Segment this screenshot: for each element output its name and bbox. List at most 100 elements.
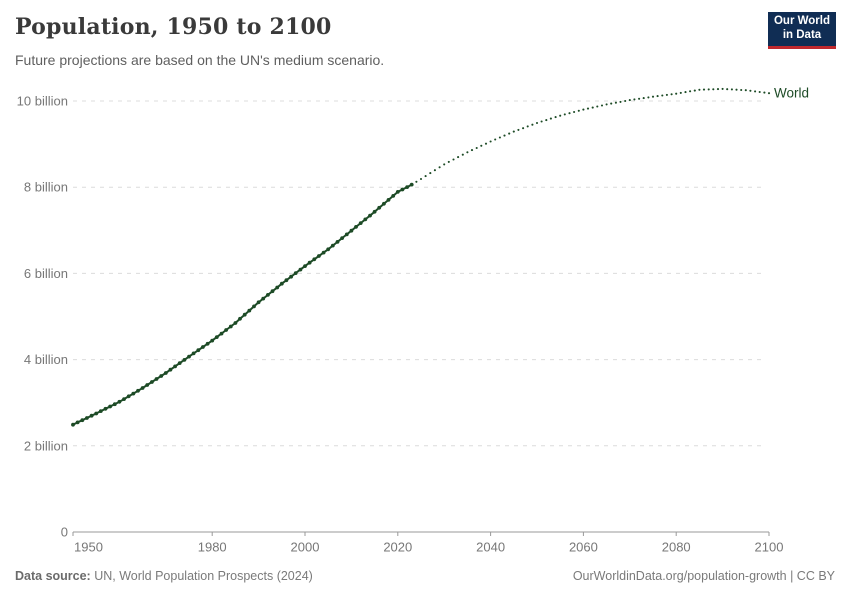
series-projection-point[interactable]: [522, 127, 525, 130]
series-point[interactable]: [154, 377, 159, 381]
series-point[interactable]: [312, 257, 317, 262]
series-projection-point[interactable]: [647, 96, 650, 99]
series-point[interactable]: [150, 380, 154, 384]
series-projection-point[interactable]: [633, 98, 636, 101]
series-point[interactable]: [126, 394, 131, 399]
series-point[interactable]: [224, 328, 229, 332]
series-projection-point[interactable]: [730, 88, 733, 91]
series-projection-point[interactable]: [670, 93, 673, 96]
series-projection-point[interactable]: [702, 88, 706, 91]
series-point[interactable]: [284, 278, 289, 283]
series-point[interactable]: [372, 209, 377, 214]
series-point[interactable]: [349, 228, 354, 233]
series-projection-point[interactable]: [475, 146, 478, 150]
series-point[interactable]: [219, 331, 224, 336]
series-projection-point[interactable]: [656, 95, 659, 98]
series-point[interactable]: [405, 185, 409, 190]
series-projection-point[interactable]: [721, 87, 724, 90]
series-projection-point[interactable]: [503, 134, 506, 137]
series-point[interactable]: [252, 304, 256, 309]
series-projection-point[interactable]: [661, 94, 664, 97]
series-point[interactable]: [326, 247, 331, 252]
series-projection-point[interactable]: [758, 90, 761, 94]
series-point[interactable]: [354, 225, 358, 229]
series-projection-point[interactable]: [577, 109, 580, 112]
series-projection-point[interactable]: [461, 153, 464, 156]
series-projection-point[interactable]: [568, 112, 571, 115]
series-projection-point[interactable]: [614, 101, 617, 104]
series-projection-point[interactable]: [508, 132, 511, 135]
series-projection-point[interactable]: [638, 97, 641, 100]
series-point[interactable]: [279, 281, 284, 286]
series-point[interactable]: [368, 213, 372, 218]
series-projection-point[interactable]: [554, 116, 557, 119]
series-point[interactable]: [187, 354, 191, 359]
series-point[interactable]: [94, 411, 99, 416]
series-point[interactable]: [395, 190, 400, 194]
series-projection-point[interactable]: [582, 108, 585, 111]
series-projection-point[interactable]: [754, 90, 757, 93]
series-projection-point[interactable]: [712, 88, 715, 91]
series-point[interactable]: [214, 335, 219, 339]
series-point[interactable]: [80, 418, 85, 423]
series-projection-point[interactable]: [512, 130, 515, 133]
series-projection-point[interactable]: [559, 114, 562, 117]
series-world-historical-line[interactable]: [72, 183, 413, 426]
series-point[interactable]: [145, 383, 150, 387]
series-point[interactable]: [293, 271, 298, 275]
credit-link[interactable]: OurWorldinData.org/population-growth | C…: [572, 569, 835, 583]
series-point[interactable]: [261, 296, 266, 301]
series-point[interactable]: [89, 413, 94, 418]
series-point[interactable]: [228, 324, 233, 329]
series-projection-point[interactable]: [689, 90, 692, 93]
series-projection-point[interactable]: [679, 91, 682, 94]
series-point[interactable]: [298, 267, 303, 272]
series-point[interactable]: [122, 397, 126, 401]
series-projection-point[interactable]: [549, 117, 552, 120]
series-point[interactable]: [330, 243, 335, 248]
series-projection-point[interactable]: [591, 106, 594, 109]
series-point[interactable]: [391, 194, 396, 198]
series-point[interactable]: [358, 221, 363, 226]
series-projection-point[interactable]: [744, 89, 747, 92]
series-point[interactable]: [238, 316, 242, 321]
series-point[interactable]: [275, 285, 280, 290]
series-point[interactable]: [163, 371, 168, 375]
series-point[interactable]: [233, 321, 238, 325]
series-point[interactable]: [71, 422, 75, 427]
series-projection-point[interactable]: [651, 95, 655, 98]
series-projection-point[interactable]: [628, 99, 631, 102]
series-point[interactable]: [256, 300, 261, 305]
series-projection-point[interactable]: [466, 151, 469, 154]
series-point[interactable]: [242, 312, 247, 317]
series-projection-point[interactable]: [767, 92, 771, 95]
series-point[interactable]: [136, 388, 140, 393]
series-point[interactable]: [112, 402, 117, 407]
series-projection-point[interactable]: [452, 158, 455, 161]
series-projection-point[interactable]: [424, 175, 427, 178]
series-point[interactable]: [191, 351, 196, 356]
series-projection-point[interactable]: [419, 177, 423, 181]
series-projection-point[interactable]: [480, 144, 483, 147]
series-projection-point[interactable]: [698, 88, 701, 91]
series-projection-point[interactable]: [494, 138, 497, 141]
series-projection-point[interactable]: [526, 125, 529, 128]
owid-logo[interactable]: Our World in Data: [768, 12, 836, 49]
series-projection-point[interactable]: [693, 89, 696, 92]
series-projection-point[interactable]: [726, 88, 729, 91]
series-end-label[interactable]: World: [774, 86, 809, 101]
series-projection-point[interactable]: [433, 169, 436, 172]
series-projection-point[interactable]: [605, 103, 608, 106]
series-point[interactable]: [177, 361, 182, 365]
series-projection-point[interactable]: [610, 102, 613, 105]
series-point[interactable]: [98, 409, 103, 413]
series-projection-point[interactable]: [642, 97, 645, 100]
series-projection-point[interactable]: [443, 163, 446, 166]
series-point[interactable]: [363, 217, 368, 222]
series-point[interactable]: [377, 205, 382, 210]
series-projection-point[interactable]: [596, 105, 599, 108]
series-point[interactable]: [266, 293, 270, 297]
series-point[interactable]: [386, 198, 391, 202]
series-projection-point[interactable]: [763, 91, 766, 94]
